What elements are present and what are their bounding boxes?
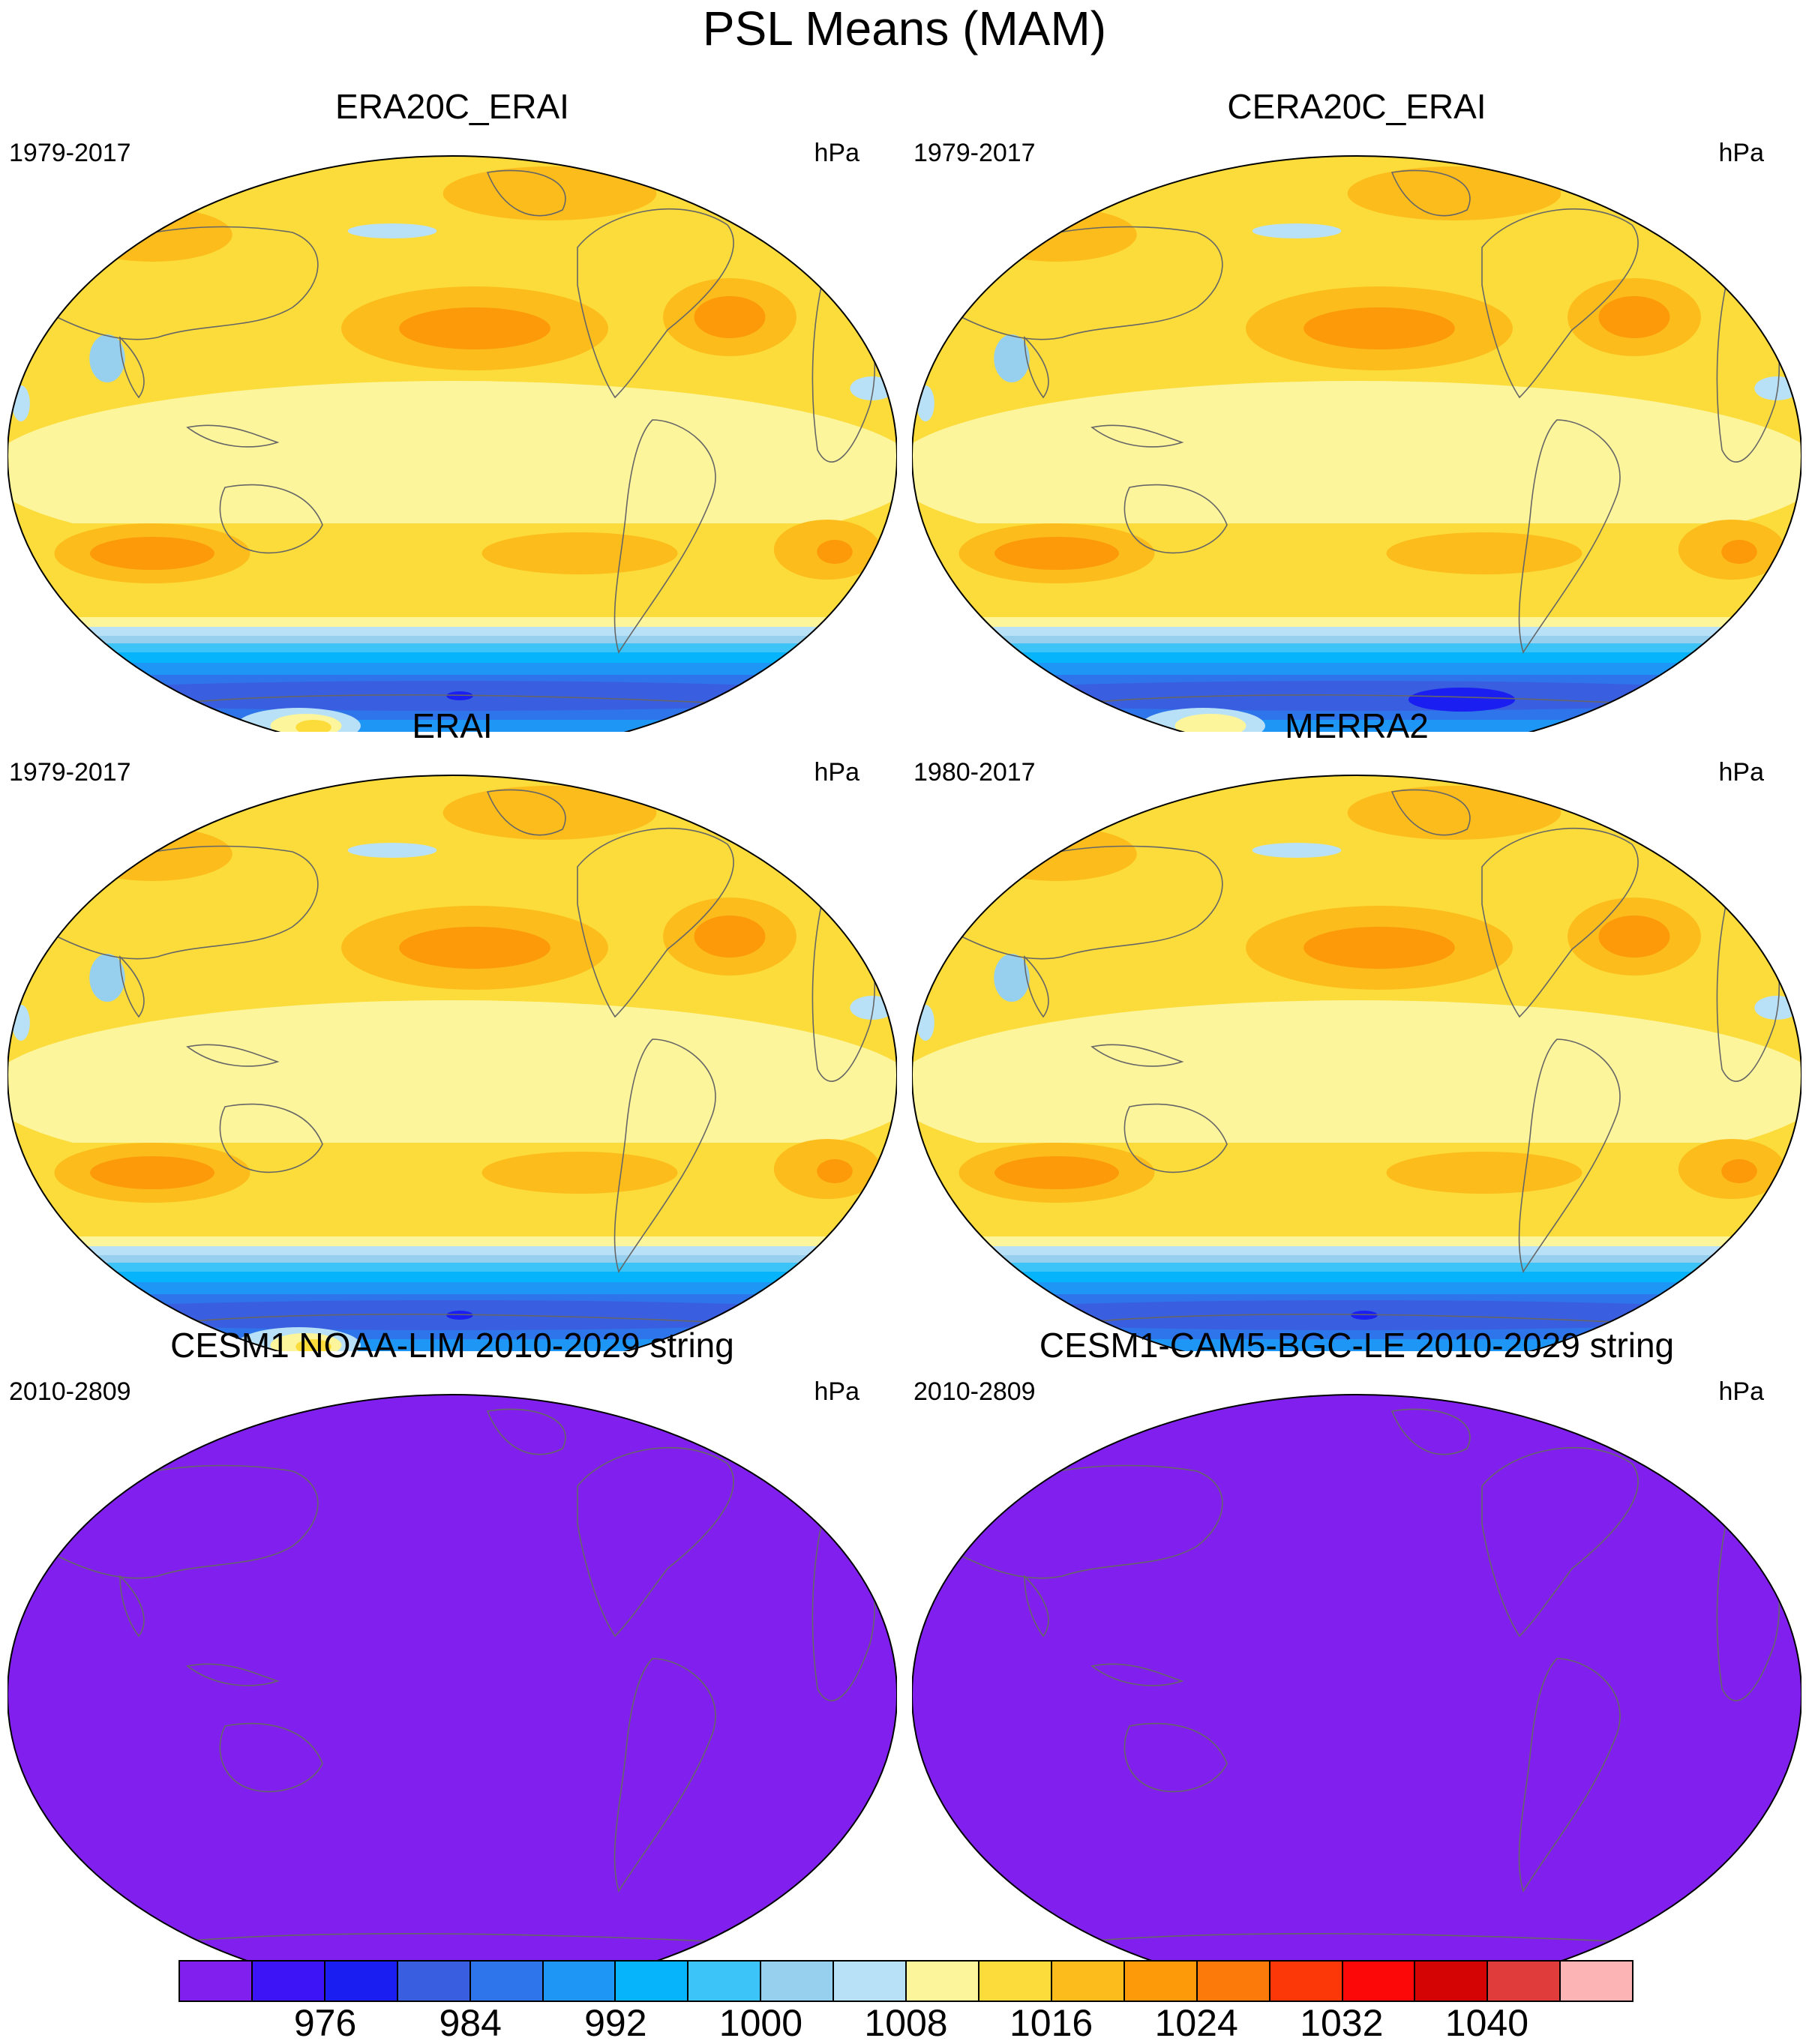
panel-units: hPa	[1718, 1377, 1765, 1406]
panel-years: 1979-2017	[9, 139, 131, 167]
world-map	[912, 1394, 1802, 1971]
colorbar-tick-label: 1024	[1154, 2002, 1238, 2044]
colorbar-box	[1197, 1962, 1270, 2001]
world-map	[912, 775, 1802, 1351]
colorbar-box	[252, 1962, 326, 2001]
map-panel: MERRA2 1980-2017 hPa	[904, 619, 1809, 1351]
colorbar-box	[180, 1962, 253, 2001]
panel-units: hPa	[1718, 758, 1765, 787]
map-panel: CERA20C_ERAI 1979-2017 hPa	[904, 0, 1809, 732]
world-map	[912, 155, 1802, 732]
colorbar-tick-label: 976	[293, 2002, 357, 2044]
colorbar-box	[1124, 1962, 1198, 2001]
panel-years: 1979-2017	[914, 139, 1036, 167]
colorbar-box	[1561, 1962, 1633, 2001]
map-panel: ERA20C_ERAI 1979-2017 hPa	[0, 0, 904, 732]
colorbar-box	[1488, 1962, 1562, 2001]
panel-title: CESM1 NOAA-LIM 2010-2029 string	[170, 1326, 734, 1365]
colorbar-tick-label: 1008	[864, 2002, 948, 2044]
colorbar-box	[1342, 1962, 1416, 2001]
panel-units: hPa	[814, 758, 860, 787]
world-map	[8, 1394, 897, 1971]
map-field	[8, 1395, 897, 1971]
colorbar-box	[398, 1962, 471, 2001]
colorbar-box	[1052, 1962, 1125, 2001]
panel-title: CERA20C_ERAI	[1227, 87, 1486, 126]
colorbar-tick-label: 1040	[1444, 2002, 1529, 2044]
panel-years: 2010-2809	[914, 1377, 1036, 1406]
map-outline	[8, 1394, 897, 1971]
map-panel: ERAI 1979-2017 hPa	[0, 619, 904, 1351]
colorbar-box	[688, 1962, 762, 2001]
map-panel: CESM1 NOAA-LIM 2010-2029 string 2010-2809…	[0, 1239, 904, 1971]
panel-title: CESM1-CAM5-BGC-LE 2010-2029 string	[1039, 1326, 1675, 1365]
world-map	[8, 155, 897, 732]
colorbar-box	[907, 1962, 980, 2001]
panel-years: 2010-2809	[9, 1377, 131, 1406]
colorbar-tick-label: 992	[584, 2002, 647, 2044]
page-title: PSL Means (MAM)	[702, 1, 1107, 55]
panel-years: 1980-2017	[914, 758, 1036, 787]
colorbar-box	[1270, 1962, 1343, 2001]
colorbar-tick-label: 984	[439, 2002, 502, 2044]
world-map	[8, 775, 897, 1351]
panel-units: hPa	[1718, 139, 1765, 167]
colorbar-tick-label: 1016	[1009, 2002, 1094, 2044]
panel-title: ERAI	[412, 706, 493, 745]
panel-years: 1979-2017	[9, 758, 131, 787]
panel-units: hPa	[814, 139, 860, 167]
colorbar-box	[325, 1962, 398, 2001]
colorbar-box	[761, 1962, 835, 2001]
colorbar-tick-label: 1000	[718, 2002, 803, 2044]
colorbar-tick-label: 1032	[1300, 2002, 1384, 2044]
colorbar-box	[834, 1962, 908, 2001]
map-field	[912, 1395, 1802, 1971]
colorbar-box	[543, 1962, 616, 2001]
map-outline	[8, 775, 897, 1351]
panel-title: ERA20C_ERAI	[335, 87, 569, 126]
panel-units: hPa	[814, 1377, 860, 1406]
colorbar-box	[470, 1962, 544, 2001]
map-panel: CESM1-CAM5-BGC-LE 2010-2029 string 2010-2…	[904, 1239, 1809, 1971]
colorbar-box	[616, 1962, 689, 2001]
colorbar	[178, 1960, 1634, 2002]
colorbar-box	[1415, 1962, 1489, 2001]
panel-title: MERRA2	[1285, 706, 1429, 745]
map-outline	[912, 1394, 1802, 1971]
colorbar-box	[979, 1962, 1052, 2001]
map-outline	[912, 775, 1802, 1351]
map-outline	[912, 155, 1802, 732]
map-outline	[8, 155, 897, 732]
